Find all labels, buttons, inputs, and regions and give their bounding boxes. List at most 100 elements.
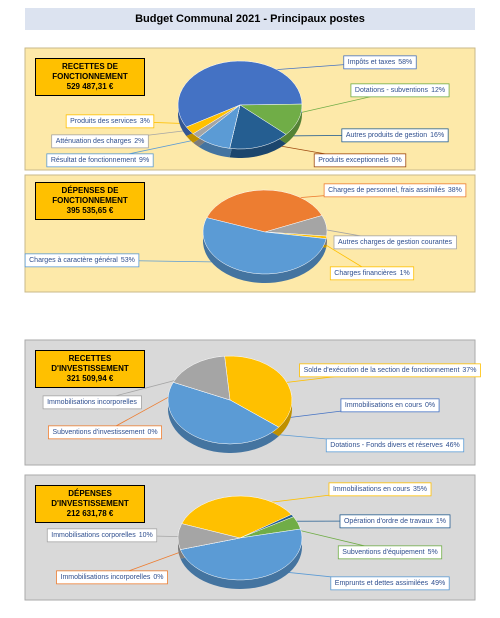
label-box [299, 363, 481, 378]
label-box [323, 183, 467, 198]
label-box [24, 253, 140, 268]
value-label: 10% [139, 532, 153, 539]
charts: Impôts et taxes 58% Dotations - subvention… [24, 55, 481, 591]
value-label: 16% [430, 132, 444, 139]
slice [177, 523, 241, 550]
category-name: Charges de personnel, frais assimilés [328, 187, 445, 194]
slice [172, 355, 231, 401]
slice [206, 189, 323, 233]
slice-label: Solde d'exécution de la section de fonct… [304, 367, 477, 374]
category-name: Impôts et taxes [348, 59, 396, 66]
slice-label: Opération d'ordre de travaux 1% [344, 518, 446, 525]
category-name: Immobilisations en cours [345, 402, 423, 409]
slice-label: Immobilisations incorporelles 0% [61, 574, 164, 581]
label-box [328, 482, 432, 497]
category-name: Immobilisations corporelles [51, 532, 136, 539]
label-box [340, 398, 440, 413]
value-label: 9% [139, 157, 149, 164]
label-box [46, 153, 154, 168]
category-name: Produits exceptionnels [318, 157, 389, 164]
category-name: Dotations - subventions [355, 87, 429, 94]
category-name: Charges à caractère général [29, 257, 118, 264]
slice [167, 381, 280, 445]
labels: Immobilisations en cours 35% Opération d'o… [46, 482, 451, 591]
category-name: Résultat de fonctionnement [51, 157, 136, 164]
value-label: 1% [400, 270, 410, 277]
label-box [341, 128, 449, 143]
slice-label: Emprunts et dettes assimilées 49% [335, 580, 445, 587]
slice-label: Subventions d'équipement 5% [342, 549, 437, 556]
category-name: Emprunts et dettes assimilées [335, 580, 429, 587]
category-name: Dotations - Fonds divers et réserves [330, 442, 443, 449]
chart-title: DÉPENSES D'INVESTISSEMENT [51, 489, 129, 508]
pie-top [177, 495, 303, 581]
value-label: 0% [425, 402, 435, 409]
slice-label: Atténuation des charges 2% [56, 138, 145, 145]
category-name: Charges financières [334, 270, 397, 277]
value-label: 2% [134, 138, 144, 145]
value-label: 12% [431, 87, 445, 94]
slice-label: Autres charges de gestion courantes [338, 239, 453, 246]
slice-label: Immobilisations incorporelles [47, 399, 137, 406]
label-box [333, 235, 457, 250]
header-bar [25, 8, 475, 30]
chart-title: RECETTES D'INVESTISSEMENT [51, 354, 129, 373]
category-name: Immobilisations en cours [333, 486, 411, 493]
category-name: Immobilisations incorporelles [47, 399, 137, 406]
chart-amount: 321 509,94 € [66, 374, 114, 383]
page-title: Budget Communal 2021 - Principaux postes [135, 13, 365, 25]
slice-label: Autres produits de gestion 16% [346, 132, 444, 139]
category-name: Autres produits de gestion [346, 132, 427, 139]
labels: Charges de personnel, frais assimilés 38%… [24, 183, 467, 281]
category-name: Solde d'exécution de la section de fonct… [304, 367, 460, 374]
title-box: RECETTES D'INVESTISSEMENT 321 509,94 € [35, 350, 145, 388]
title-box: RECETTES DE FONCTIONNEMENT 529 487,31 € [35, 58, 145, 96]
slice [180, 528, 303, 581]
pie-chart: Charges de personnel, frais assimilés 38%… [24, 183, 467, 283]
slice-label: Charges de personnel, frais assimilés 38% [328, 187, 462, 194]
slice-label: Immobilisations en cours 0% [345, 402, 435, 409]
value-label: 1% [436, 518, 446, 525]
label-box [313, 153, 407, 168]
label-box [337, 545, 443, 560]
chart-amount: 212 631,78 € [66, 509, 114, 518]
labels: Solde d'exécution de la section de fonct… [42, 363, 481, 453]
slice-label: Dotations - Fonds divers et réserves 46% [330, 442, 459, 449]
chart-amount: 395 535,65 € [66, 206, 114, 215]
slice-label: Produits exceptionnels 0% [318, 157, 402, 164]
label-box [48, 425, 162, 440]
label-box [46, 528, 158, 543]
slice-label: Immobilisations corporelles 10% [51, 532, 152, 539]
value-label: 49% [431, 580, 445, 587]
label-box [65, 114, 155, 129]
title-box: DÉPENSES DE FONCTIONNEMENT 395 535,65 € [35, 182, 145, 220]
slice-label: Impôts et taxes 58% [348, 59, 412, 66]
slice-label: Produits des services 3% [70, 118, 150, 125]
pie-top [167, 355, 293, 445]
value-label: 0% [153, 574, 163, 581]
label-box [350, 83, 450, 98]
category-name: Produits des services [70, 118, 137, 125]
labels: Impôts et taxes 58% Dotations - subvention… [46, 55, 450, 168]
value-label: 35% [413, 486, 427, 493]
value-label: 3% [140, 118, 150, 125]
slice-label: Dotations - subventions 12% [355, 87, 445, 94]
pie-chart: Impôts et taxes 58% Dotations - subvention… [46, 55, 450, 168]
value-label: 0% [392, 157, 402, 164]
pie-chart: Solde d'exécution de la section de fonct… [42, 355, 481, 453]
slice [181, 495, 292, 539]
chart-amount: 529 487,31 € [66, 82, 114, 91]
label-box [339, 514, 451, 529]
pie-chart: Immobilisations en cours 35% Opération d'o… [46, 482, 451, 591]
value-label: 46% [446, 442, 460, 449]
category-name: Autres charges de gestion courantes [338, 239, 453, 246]
category-name: Opération d'ordre de travaux [344, 518, 433, 525]
chart-title: DÉPENSES DE FONCTIONNEMENT [52, 186, 128, 205]
slice [177, 60, 303, 128]
slice [224, 355, 293, 428]
category-name: Subventions d'investissement [52, 429, 144, 436]
value-label: 37% [462, 367, 476, 374]
category-name: Atténuation des charges [56, 138, 132, 145]
slice-label: Charges financières 1% [334, 270, 409, 277]
